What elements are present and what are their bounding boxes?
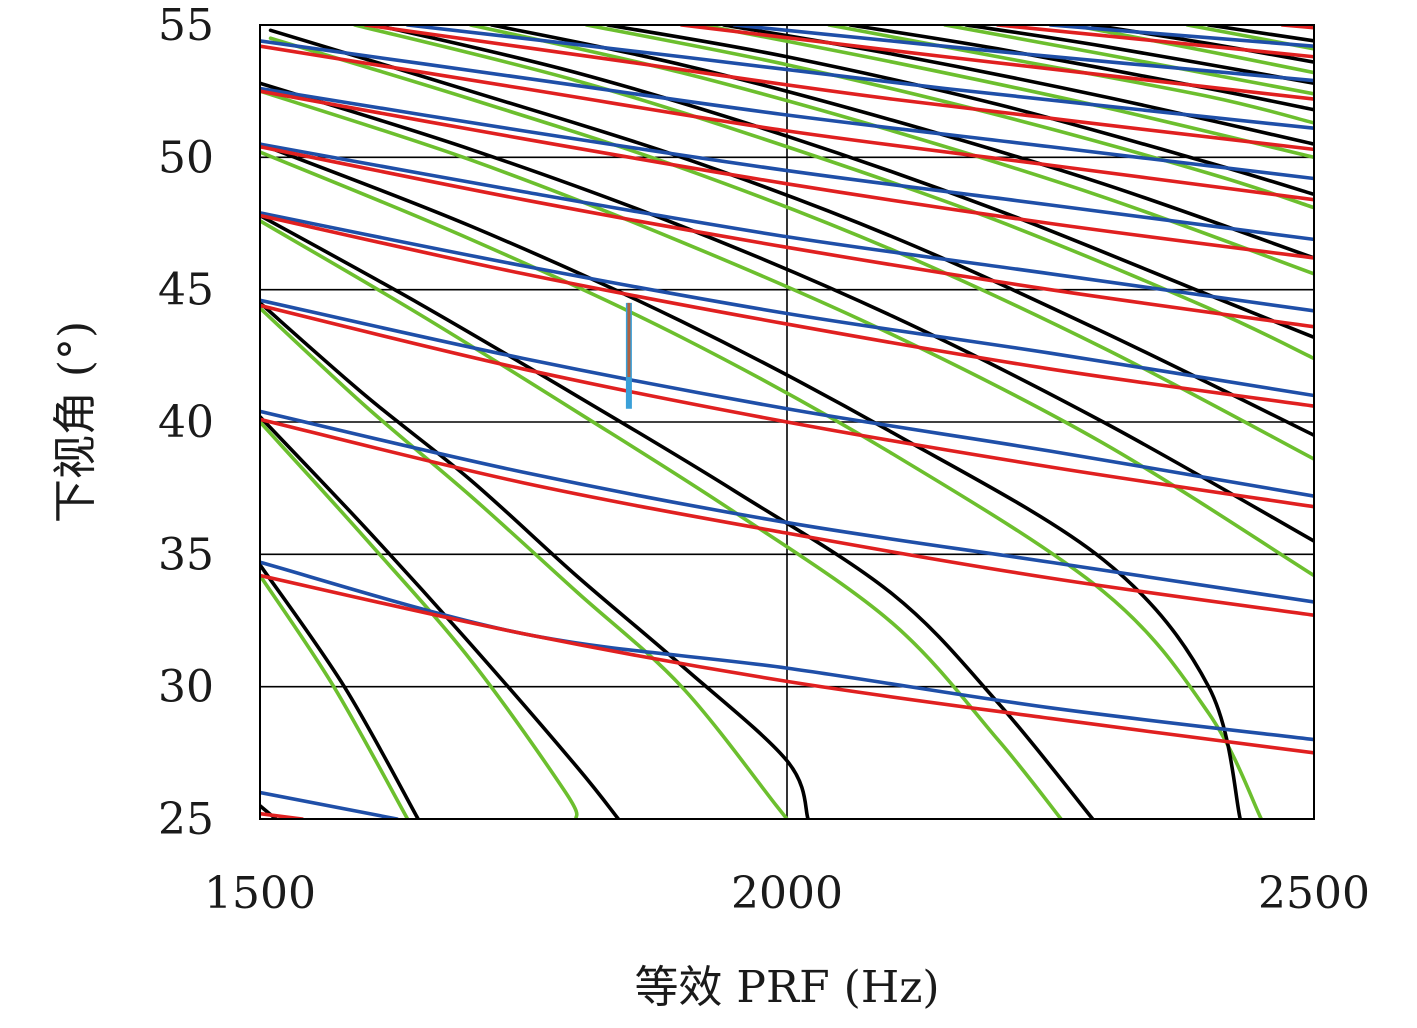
black-curve-6: [260, 142, 1243, 819]
blue-curve-11: [1048, 25, 1314, 48]
black-curve-16: [1206, 25, 1314, 43]
black-curve-2: [260, 563, 420, 819]
design-point-marker: [625, 302, 632, 409]
x-tick-labels: 1500 2000 2500: [204, 868, 1370, 919]
red-curve-9: [363, 25, 1314, 152]
black-curve-13: [848, 25, 1314, 112]
black-curve-3: [260, 414, 621, 819]
green-curve-6: [260, 89, 1314, 578]
green-curve-13: [943, 25, 1314, 96]
x-tick-label: 2500: [1258, 868, 1370, 919]
black-curve-7: [260, 81, 1314, 543]
blue-curve-9: [405, 25, 1314, 131]
red-curve-8: [260, 44, 1314, 202]
blue-curve-8: [260, 39, 1314, 181]
red-curve-4: [260, 303, 1314, 509]
y-tick-label: 30: [158, 662, 214, 713]
y-tick-label: 55: [158, 0, 214, 51]
blue-curve-6: [260, 142, 1314, 313]
black-curve-4: [260, 301, 810, 819]
green-curve-2: [260, 420, 579, 819]
y-axis-label: 下视角 (°): [50, 321, 101, 523]
black-curve-8: [268, 28, 1314, 438]
series-group: [260, 25, 1314, 819]
green-curve-1: [260, 573, 410, 819]
y-tick-label: 45: [158, 265, 214, 316]
green-curve-4: [260, 219, 1063, 819]
red-curve-2: [260, 573, 1314, 755]
green-curve-8: [353, 25, 1314, 361]
y-tick-labels: 25 30 35 40 45 50 55: [158, 0, 214, 845]
green-curve-11: [700, 25, 1314, 160]
y-tick-label: 50: [158, 132, 214, 183]
blue-curve-1: [260, 790, 399, 819]
red-curve-5: [260, 213, 1314, 408]
plot-frame: [259, 24, 1315, 820]
blue-curve-4: [260, 298, 1314, 498]
green-curve-7: [268, 36, 1314, 461]
green-curve-5: [260, 150, 1264, 819]
blue-curve-3: [260, 409, 1314, 604]
y-tick-label: 25: [158, 794, 214, 845]
x-tick-label: 2000: [731, 868, 843, 919]
red-curve-3: [260, 417, 1314, 618]
design-point-bar-core: [627, 302, 631, 378]
green-curve-3: [260, 306, 790, 819]
y-tick-label: 35: [158, 529, 214, 580]
blue-curve-2: [260, 560, 1314, 742]
blue-curve-7: [260, 86, 1314, 242]
x-tick-label: 1500: [204, 868, 316, 919]
red-curve-10: [679, 25, 1314, 101]
red-curve-11: [996, 25, 1314, 59]
y-tick-label: 40: [158, 397, 214, 448]
blue-curve-5: [260, 211, 1314, 398]
blue-curve-10: [732, 25, 1314, 83]
x-axis-label: 等效 PRF (Hz): [634, 962, 939, 1013]
black-curve-5: [260, 213, 1095, 819]
red-curve-6: [260, 144, 1314, 329]
red-curve-7: [260, 89, 1314, 260]
